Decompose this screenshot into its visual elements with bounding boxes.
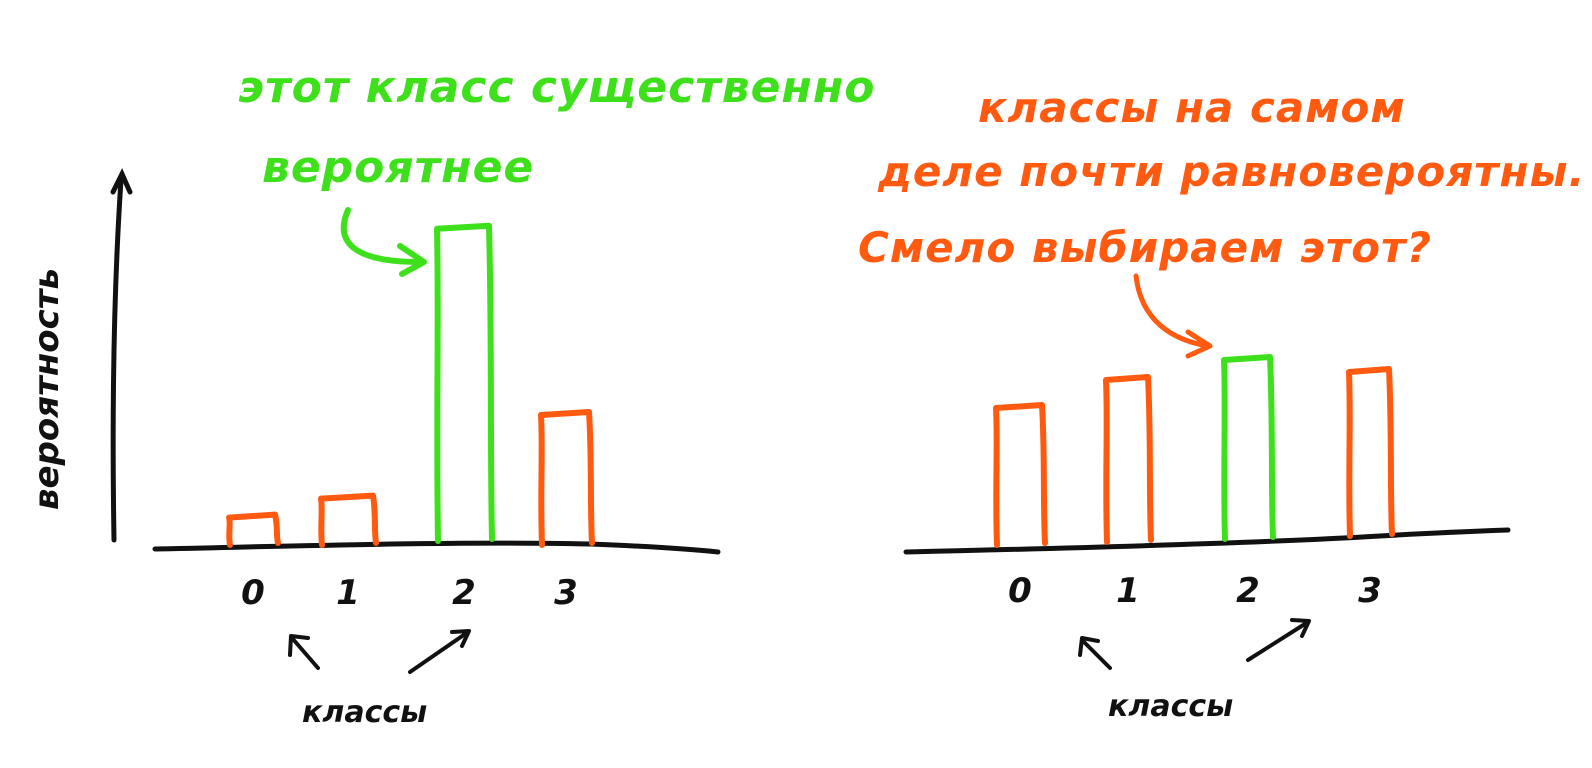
tick-label-right-3: 3 bbox=[1358, 571, 1382, 611]
annotation-left-arrowhead bbox=[397, 243, 427, 277]
annotation-left-arrow bbox=[340, 207, 423, 265]
classes-arrowhead-left-b bbox=[450, 629, 471, 648]
annotation-right: классы на самом деле почти равновероятны… bbox=[858, 83, 1585, 359]
bar-left-class-1 bbox=[318, 492, 379, 548]
y-axis-arrowhead-left bbox=[110, 168, 133, 195]
bar-right-class-1 bbox=[1103, 374, 1154, 545]
bars-right bbox=[993, 354, 1395, 548]
classes-pointer-left: классы bbox=[288, 629, 471, 730]
x-axis-label-right: классы bbox=[1108, 689, 1233, 724]
annotation-right-arrow bbox=[1133, 273, 1211, 349]
tick-label-right-1: 1 bbox=[1116, 571, 1140, 611]
x-axis-label-left: классы bbox=[302, 695, 427, 730]
bar-right-class-0 bbox=[993, 402, 1048, 548]
tick-label-left-2: 2 bbox=[452, 573, 476, 613]
classes-pointer-right: классы bbox=[1078, 618, 1311, 724]
chart-left: вероятность 0 1 2 3 этот класс существенно … bbox=[27, 62, 875, 730]
annotation-right-arrowhead bbox=[1185, 329, 1213, 359]
bar-left-class-2 bbox=[434, 222, 495, 544]
bar-right-class-3 bbox=[1346, 366, 1395, 539]
classes-arrow-left-b bbox=[408, 630, 470, 674]
x-axis-right bbox=[903, 527, 1511, 555]
classes-arrow-right-b bbox=[1246, 620, 1310, 662]
tick-label-left-1: 1 bbox=[336, 573, 360, 613]
bar-right-class-2 bbox=[1221, 354, 1276, 542]
y-axis-label-left: вероятность bbox=[27, 268, 67, 510]
bars-left bbox=[226, 222, 595, 548]
classes-arrowhead-right-b bbox=[1290, 618, 1311, 638]
annotation-right-line-3: Смело выбираем этот? bbox=[858, 223, 1432, 272]
tick-label-right-2: 2 bbox=[1236, 571, 1260, 611]
classes-arrow-right-a bbox=[1082, 640, 1112, 670]
chart-right: 0 1 2 3 классы на самом деле почти равновер… bbox=[858, 83, 1585, 724]
tick-label-left-0: 0 bbox=[241, 573, 265, 613]
classes-arrow-left-a bbox=[290, 636, 320, 670]
y-axis-left bbox=[110, 177, 124, 543]
annotation-left-line-2: вероятнее bbox=[262, 142, 534, 193]
x-axis-left bbox=[152, 540, 721, 555]
annotation-right-line-1: классы на самом bbox=[978, 83, 1406, 132]
tick-label-right-0: 0 bbox=[1008, 571, 1032, 611]
ticks-right: 0 1 2 3 bbox=[1008, 571, 1382, 611]
classes-arrowhead-right-a bbox=[1078, 636, 1100, 657]
classes-arrowhead-left-a bbox=[288, 634, 310, 657]
tick-label-left-3: 3 bbox=[554, 573, 578, 613]
ticks-left: 0 1 2 3 bbox=[241, 573, 578, 613]
annotation-left-line-1: этот класс существенно bbox=[238, 62, 875, 113]
annotation-right-line-2: деле почти равновероятны. bbox=[877, 147, 1585, 196]
bar-left-class-3 bbox=[538, 409, 595, 548]
bar-left-class-0 bbox=[226, 511, 281, 548]
annotation-left: этот класс существенно вероятнее bbox=[238, 62, 875, 277]
